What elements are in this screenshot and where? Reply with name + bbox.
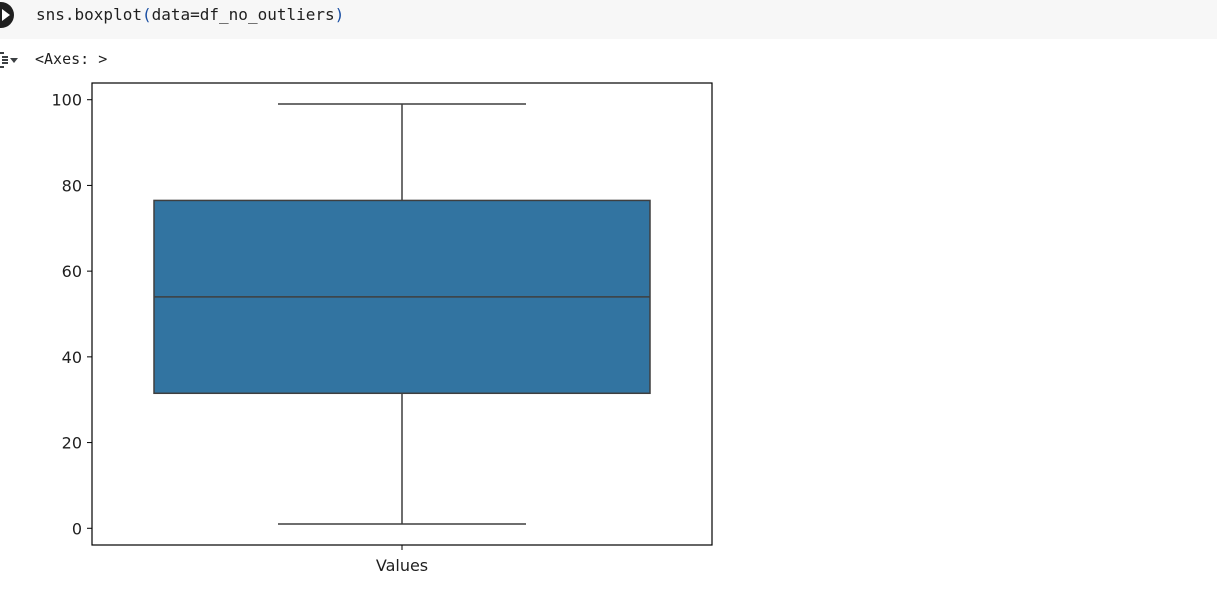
y-tick-label: 40 [62,348,82,367]
code-open-paren: ( [141,5,152,24]
code-line[interactable]: sns.boxplot(data=df_no_outliers) [36,5,344,24]
code-arguments: data=df_no_outliers [151,5,335,24]
run-cell-button[interactable] [0,2,14,28]
code-close-paren: ) [334,5,345,24]
play-icon [2,9,10,21]
output-repr: <Axes: > [35,50,108,68]
x-axis: Values [376,545,428,575]
y-tick-label: 60 [62,262,82,281]
y-tick-label: 80 [62,176,82,195]
x-tick-label: Values [376,556,428,575]
chart-svg: 0 20 40 60 80 100 Values [51,82,713,575]
boxplot-chart: 0 20 40 60 80 100 Values [0,72,740,592]
y-tick-label: 100 [51,91,82,110]
code-function: sns.boxplot [36,5,142,24]
y-tick-label: 20 [62,434,82,453]
y-axis: 0 20 40 60 80 100 [51,91,92,538]
box-group [153,103,651,525]
y-tick-label: 0 [72,519,82,538]
code-cell[interactable]: sns.boxplot(data=df_no_outliers) [0,0,1217,39]
output-expand-icon[interactable] [0,50,20,70]
